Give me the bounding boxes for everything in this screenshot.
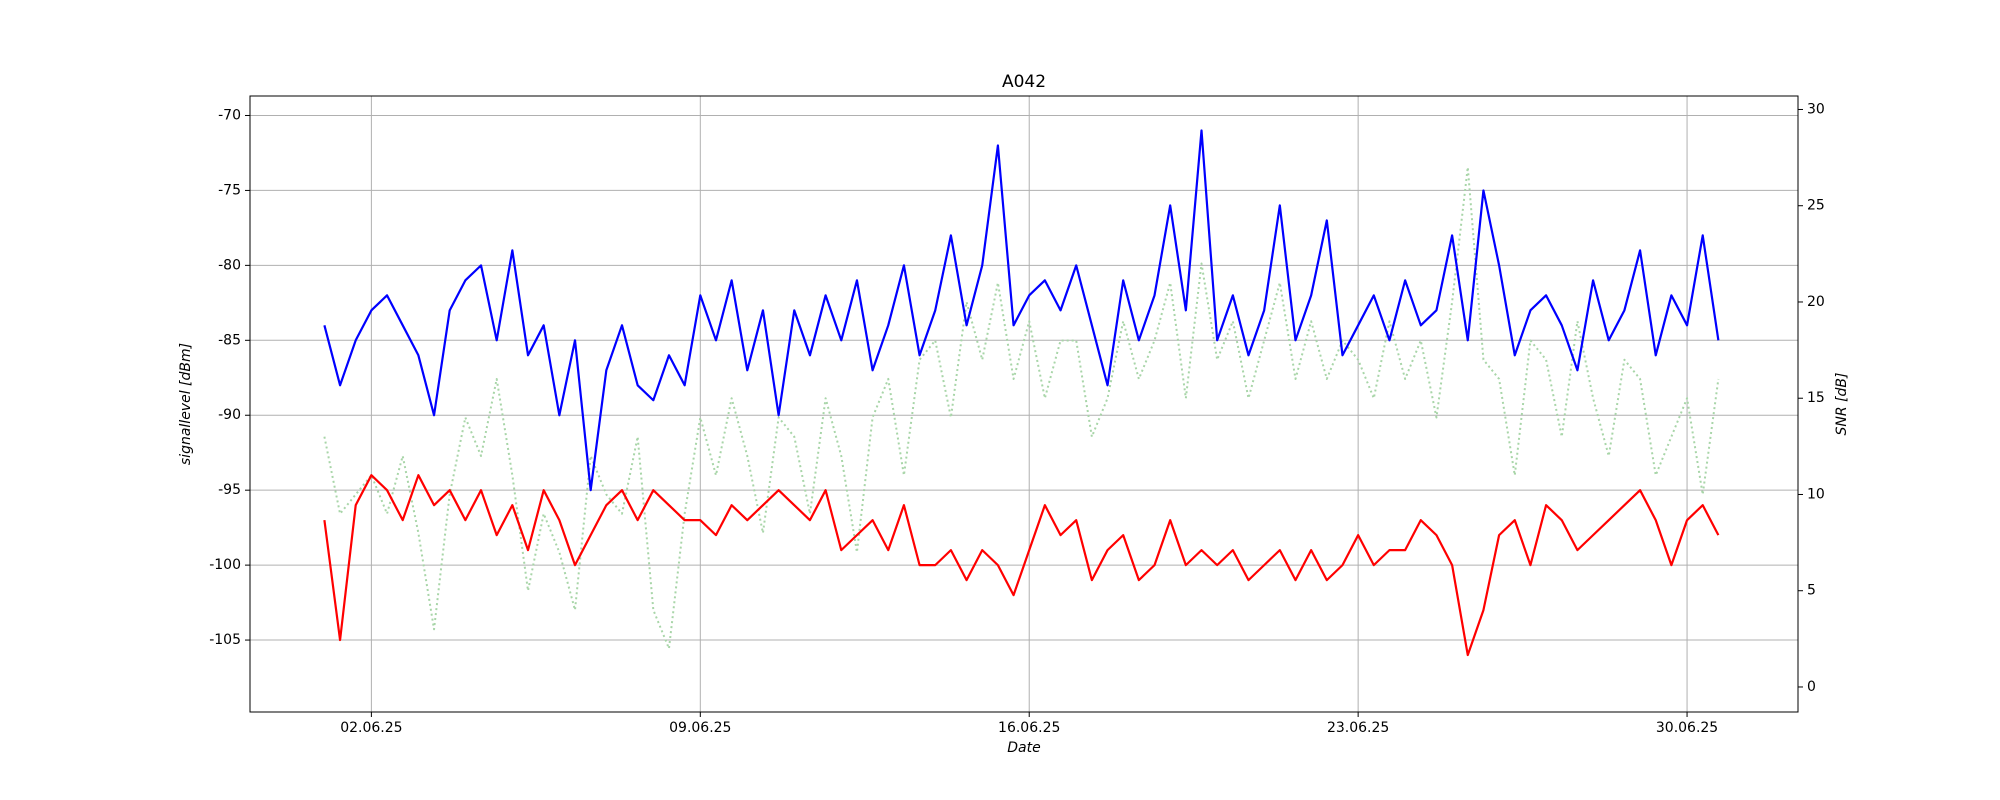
series-line xyxy=(323,129,1720,492)
series-line xyxy=(323,166,1720,650)
chart-title: A042 xyxy=(1002,72,1046,92)
y-tick-label: -70 xyxy=(218,107,241,123)
plot-frame xyxy=(249,95,1799,713)
y-tick-label: -75 xyxy=(218,182,241,198)
series-line xyxy=(323,474,1720,657)
y2-tick-label: 15 xyxy=(1807,390,1825,406)
y2-tick-label: 5 xyxy=(1807,583,1816,599)
x-tick-label: 23.06.25 xyxy=(1327,720,1389,736)
y-tick-label: -100 xyxy=(209,557,241,573)
y-tick-label: -95 xyxy=(218,482,241,498)
y2-tick-label: 25 xyxy=(1807,198,1825,214)
y-tick-label: -105 xyxy=(209,632,241,648)
y2-tick-label: 20 xyxy=(1807,294,1825,310)
y-axis-label: signallevel [dBm] xyxy=(178,343,194,465)
x-axis-label: Date xyxy=(1007,740,1040,756)
y-tick-label: -85 xyxy=(218,332,241,348)
y2-tick-label: 10 xyxy=(1807,486,1825,502)
x-tick-label: 16.06.25 xyxy=(998,720,1060,736)
y-tick-label: -90 xyxy=(218,407,241,423)
x-tick-label: 02.06.25 xyxy=(340,720,402,736)
x-tick-label: 09.06.25 xyxy=(669,720,731,736)
y-tick-label: -80 xyxy=(218,257,241,273)
y2-tick-label: 30 xyxy=(1807,101,1825,117)
x-tick-label: 30.06.25 xyxy=(1656,720,1718,736)
y2-tick-label: 0 xyxy=(1807,679,1816,695)
y2-axis-label: SNR [dB] xyxy=(1834,373,1850,436)
